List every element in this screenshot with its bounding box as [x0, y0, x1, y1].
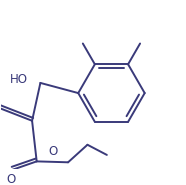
Text: O: O	[7, 173, 16, 185]
Text: O: O	[49, 145, 58, 158]
Text: HO: HO	[9, 73, 28, 86]
